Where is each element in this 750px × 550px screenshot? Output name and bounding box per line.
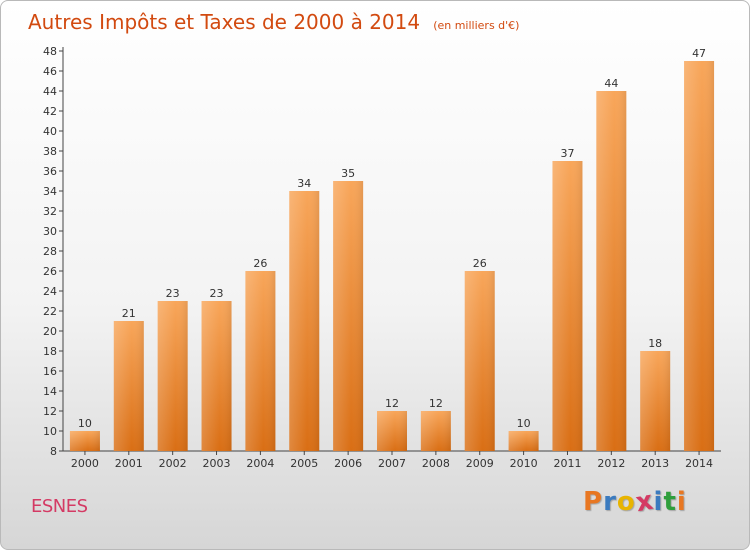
y-tick-label: 42: [43, 105, 57, 118]
bar-shade-2006: [333, 181, 364, 451]
y-tick-label: 40: [43, 125, 57, 138]
bar-shade-2009: [464, 271, 495, 451]
chart-title-main: Autres Impôts et Taxes de 2000 à 2014: [28, 10, 420, 34]
bar-shade-2013: [640, 351, 671, 451]
x-tick-label-2006: 2006: [334, 457, 362, 470]
bar-shade-2000: [69, 431, 100, 451]
y-tick-label: 28: [43, 245, 57, 258]
bar-shade-2007: [377, 411, 407, 451]
logo-letter: r: [603, 487, 617, 517]
proxiti-logo[interactable]: Proxiti: [583, 486, 687, 519]
x-tick-label-2005: 2005: [290, 457, 318, 470]
value-label-2000: 10: [78, 417, 92, 430]
value-label-2014: 47: [692, 47, 706, 60]
y-tick-label: 44: [43, 85, 57, 98]
bar-shade-2010: [508, 431, 539, 451]
y-tick-labels: 8 10 12 14 16 18 20 22 24 26 28 30 32 34 36 38 40 42 44 46 4…: [43, 45, 57, 458]
x-tick-labels: 2000 2001 2002 2003 2004 2005 2006 2007 2008 2009…: [71, 457, 713, 470]
bar-shade-2011: [552, 161, 583, 451]
y-tick-label: 24: [43, 285, 57, 298]
value-label-2010: 10: [517, 417, 531, 430]
value-label-2001: 21: [122, 307, 136, 320]
y-tick-label: 32: [43, 205, 57, 218]
x-tick-label-2009: 2009: [466, 457, 494, 470]
bar-shade-2008: [420, 411, 451, 451]
value-label-2013: 18: [648, 337, 662, 350]
bar-shade-2002: [157, 301, 188, 451]
y-tick-label: 20: [43, 325, 57, 338]
x-tick-label-2001: 2001: [115, 457, 143, 470]
x-tick-label-2007: 2007: [378, 457, 406, 470]
y-tick-label: 8: [50, 445, 57, 458]
logo-letter: P: [583, 487, 604, 517]
y-tick-label: 16: [43, 365, 57, 378]
y-tick-label: 46: [43, 65, 57, 78]
y-tick-label: 34: [43, 185, 57, 198]
value-label-2009: 26: [473, 257, 487, 270]
value-label-2002: 23: [166, 287, 180, 300]
y-tick-label: 18: [43, 345, 57, 358]
y-tick-label: 10: [43, 425, 57, 438]
value-label-2007: 12: [385, 397, 399, 410]
value-label-2006: 35: [341, 167, 355, 180]
x-tick-label-2000: 2000: [71, 457, 99, 470]
x-tick-label-2002: 2002: [159, 457, 187, 470]
y-tick-label: 22: [43, 305, 57, 318]
logo-letter: t: [663, 487, 677, 517]
x-tick-label-2014: 2014: [685, 457, 713, 470]
chart-title-unit: (en milliers d'€): [433, 19, 519, 32]
logo-letter: o: [616, 487, 636, 517]
x-tick-label-2008: 2008: [422, 457, 450, 470]
x-tick-label-2010: 2010: [510, 457, 538, 470]
y-tick-label: 14: [43, 385, 57, 398]
logo-letter: i: [676, 487, 687, 517]
bar-shade-2004: [245, 271, 276, 451]
x-tick-label-2003: 2003: [203, 457, 231, 470]
value-label-2003: 23: [210, 287, 224, 300]
y-tick-label: 48: [43, 45, 57, 58]
logo-letter: i: [653, 487, 664, 517]
x-tick-label-2004: 2004: [246, 457, 274, 470]
value-label-2012: 44: [604, 77, 618, 90]
y-tick-label: 26: [43, 265, 57, 278]
bars: 10 21 23 23 26 34 35 12 12 26 10 37 44 18 47: [69, 47, 715, 451]
x-tick-label-2012: 2012: [597, 457, 625, 470]
value-label-2008: 12: [429, 397, 443, 410]
bar-shade-2014: [684, 61, 715, 451]
bar-shade-2012: [596, 91, 627, 451]
chart-title: Autres Impôts et Taxes de 2000 à 2014 (e…: [28, 10, 519, 34]
y-tick-label: 38: [43, 145, 57, 158]
y-tick-label: 36: [43, 165, 57, 178]
value-label-2005: 34: [297, 177, 311, 190]
bar-shade-2005: [289, 191, 320, 451]
value-label-2004: 26: [253, 257, 267, 270]
value-label-2011: 37: [560, 147, 574, 160]
x-tick-label-2011: 2011: [553, 457, 581, 470]
y-tick-label: 12: [43, 405, 57, 418]
bar-shade-2003: [201, 301, 232, 451]
bar-shade-2001: [113, 321, 144, 451]
town-name: ESNES: [31, 496, 88, 517]
x-tick-label-2013: 2013: [641, 457, 669, 470]
y-tick-label: 30: [43, 225, 57, 238]
